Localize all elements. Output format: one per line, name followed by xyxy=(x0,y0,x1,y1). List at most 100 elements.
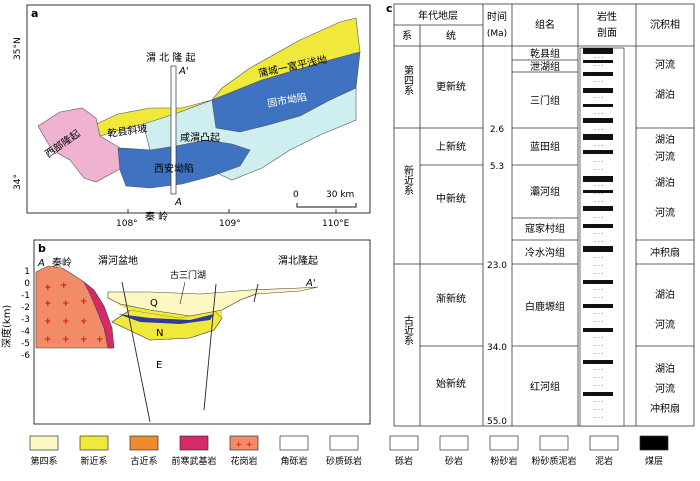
column-grid xyxy=(393,3,695,427)
svg-text:+: + xyxy=(60,281,68,291)
legend-swatch xyxy=(329,435,359,451)
lithology-dots: · · · xyxy=(594,311,604,318)
time-tick: 34.0 xyxy=(487,343,507,353)
legend-label: 第四系 xyxy=(30,455,57,467)
lithology-column: · · ·· · ·· · ·· · ·· · ·· · ·· · ·· · ·… xyxy=(579,47,625,427)
svg-text:+: + xyxy=(44,317,52,327)
system-label: 古近系 xyxy=(402,314,414,345)
legend-swatch xyxy=(589,435,619,451)
lithology-dots: · · · xyxy=(594,71,604,78)
header-time: 时间 xyxy=(487,10,507,23)
group-label: 白鹿塬组 xyxy=(525,300,565,313)
lithology-dots: · · · xyxy=(594,375,604,382)
series-label: 上新统 xyxy=(436,140,466,153)
header-era: 年代地层 xyxy=(418,9,458,22)
lake-pointer xyxy=(179,281,186,305)
group-label: 泄湖组 xyxy=(530,60,560,73)
depth-tick: -5 xyxy=(21,339,30,349)
lithology-dots: · · · xyxy=(594,207,604,214)
legend-label: 砂岩 xyxy=(445,455,463,467)
lithology-band xyxy=(583,150,613,154)
header-group: 组名 xyxy=(535,18,555,31)
lithology-dots: · · · xyxy=(594,55,604,62)
svg-text:+: + xyxy=(80,297,88,307)
svg-text:+: + xyxy=(96,335,104,345)
lithology-dots: · · · xyxy=(594,399,604,406)
lithology-dots: · · · xyxy=(594,383,604,390)
lithology-band xyxy=(583,176,613,182)
depth-tick: -1 xyxy=(21,291,30,301)
lithology-band xyxy=(583,206,613,211)
lithology-dots: · · · xyxy=(594,271,604,278)
lithology-band xyxy=(583,328,613,332)
lithology-dots: · · · xyxy=(594,87,604,94)
lon-110: 110°E xyxy=(322,219,350,229)
legend-label: 前寒武基岩 xyxy=(171,455,216,467)
lithology-band xyxy=(583,246,613,252)
depth-tick: -4 xyxy=(21,327,30,337)
legend: 第四系 新近系 古近系 前寒武基岩 + + 花岗岩 角砾岩 砂质砾岩 砾岩 砂岩 粉砂岩 粉砂质泥岩 泥… xyxy=(29,435,669,467)
lithology-dots: · · · xyxy=(594,119,604,126)
lithology-dots: · · · xyxy=(594,127,604,134)
lat-35: 35°N xyxy=(13,37,23,60)
legend-swatch xyxy=(79,435,109,451)
precambrian-wedge xyxy=(83,281,115,349)
header-time-unit: (Ma) xyxy=(487,29,507,39)
group-label: 三门组 xyxy=(530,94,560,107)
panel-a-tag: a xyxy=(31,7,38,20)
lithology-dots: · · · xyxy=(594,111,604,118)
fault-line xyxy=(253,283,259,303)
legend-swatch xyxy=(489,435,519,451)
svg-text:+: + xyxy=(62,299,70,309)
unit-e-label: E xyxy=(156,360,162,371)
panel-c-column: c 年代地层 系 统 时间 (Ma) 组名 岩性 剖面 沉积相 xyxy=(386,2,695,427)
facies-label: 湖泊 xyxy=(655,177,675,189)
panel-a-map: a A' A 渭 北 隆 起 蒲城一富平浅坳 固市坳陷 西部隆起 乾县斜坡 咸渭… xyxy=(13,4,371,229)
label-xianwei-bulge: 咸渭凸起 xyxy=(180,132,220,144)
svg-text:+: + xyxy=(80,317,88,327)
section-label-a: A xyxy=(174,197,182,208)
group-label: 冷水沟组 xyxy=(525,246,565,259)
legend-swatch xyxy=(639,435,669,451)
legend-label: 粉砂质泥岩 xyxy=(531,455,576,467)
lithology-band xyxy=(583,48,613,54)
unit-q-label: Q xyxy=(150,298,158,309)
depth-axis-title: 深度(km) xyxy=(0,305,13,348)
time-tick: 5.3 xyxy=(490,162,504,172)
scale-bar xyxy=(296,203,357,208)
time-tick: 2.6 xyxy=(490,125,505,135)
label-xian-depression: 西安坳陷 xyxy=(154,162,194,175)
lithology-dots: · · · xyxy=(594,223,604,230)
legend-granite-pattern: + + xyxy=(235,440,253,450)
header-system: 系 xyxy=(402,30,412,42)
lithology-dots: · · · xyxy=(594,79,604,86)
lithology-band xyxy=(583,60,613,63)
lithology-dots: · · · xyxy=(594,335,604,342)
svg-text:+: + xyxy=(44,335,52,345)
lithology-dots: · · · xyxy=(594,303,604,310)
lon-109: 109° xyxy=(219,219,241,229)
series-label: 更新统 xyxy=(436,80,466,93)
lithology-dots: · · · xyxy=(594,215,604,222)
lithology-dots: · · · xyxy=(594,263,604,270)
depth-tick: -3 xyxy=(21,315,30,325)
lithology-dots: · · · xyxy=(594,191,604,198)
header-lith2: 剖面 xyxy=(597,26,617,39)
section-line-aa xyxy=(170,65,177,195)
lithology-dots: · · · xyxy=(594,151,604,158)
group-label: 寇家村组 xyxy=(525,222,565,235)
lithology-band xyxy=(583,392,613,396)
lithology-dots: · · · xyxy=(594,199,604,206)
facies-label: 湖泊 xyxy=(655,363,675,375)
legend-swatch xyxy=(539,435,569,451)
scale-0: 0 xyxy=(293,190,299,200)
lithology-dots: · · · xyxy=(594,231,604,238)
svg-text:+: + xyxy=(44,299,52,309)
svg-text:+: + xyxy=(62,317,70,327)
lithology-dots: · · · xyxy=(594,391,604,398)
lat-34: 34° xyxy=(13,174,23,190)
facies-label: 河流 xyxy=(655,318,675,331)
group-label: 红河组 xyxy=(530,380,560,393)
scale-30: 30 km xyxy=(326,190,354,200)
svg-text:+: + xyxy=(62,335,70,345)
